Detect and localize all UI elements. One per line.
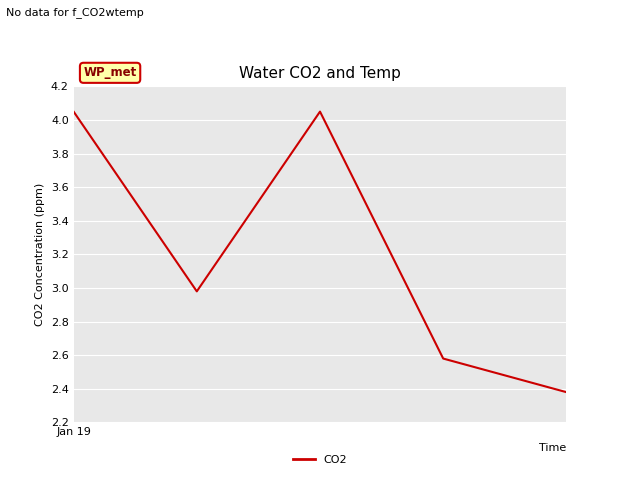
Y-axis label: CO2 Concentration (ppm): CO2 Concentration (ppm) xyxy=(35,183,45,326)
Legend: CO2: CO2 xyxy=(288,451,352,469)
Text: No data for f_CO2wtemp: No data for f_CO2wtemp xyxy=(6,7,144,18)
Text: WP_met: WP_met xyxy=(83,66,137,79)
Text: Time: Time xyxy=(539,443,566,453)
Title: Water CO2 and Temp: Water CO2 and Temp xyxy=(239,66,401,81)
